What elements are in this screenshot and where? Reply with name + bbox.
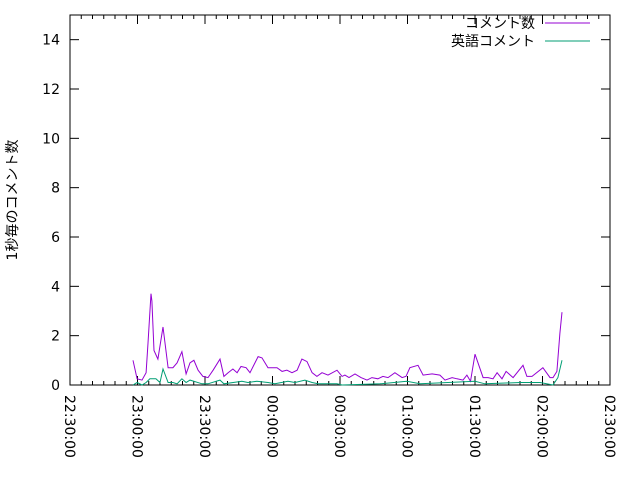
y-tick-label: 14	[42, 33, 60, 49]
y-tick-label: 0	[51, 378, 60, 394]
x-tick-label: 23:00:00	[129, 395, 145, 458]
series-line-2	[132, 360, 563, 386]
x-tick-label: 02:30:00	[601, 395, 617, 458]
plot-border	[69, 14, 611, 386]
x-tick-label: 02:00:00	[534, 395, 550, 458]
y-tick-label: 4	[51, 279, 60, 295]
x-tick-label: 22:30:00	[61, 395, 77, 458]
x-tick-label: 01:00:00	[399, 395, 415, 458]
y-tick-label: 6	[51, 230, 60, 246]
y-tick-label: 2	[51, 329, 60, 345]
y-tick-label: 12	[42, 82, 60, 98]
x-tick-label: 00:00:00	[264, 395, 280, 458]
series-line-1	[132, 293, 563, 383]
series-group	[132, 293, 563, 386]
x-tick-label: 00:30:00	[331, 395, 347, 458]
axes: 0 2 4 6 8 10 12 14 22:30:00 23:00:00 23:30:00 00:00…	[42, 14, 617, 458]
legend-label: 英語コメント	[451, 33, 535, 50]
x-tick-label: 01:30:00	[466, 395, 482, 458]
y-tick-label: 10	[42, 131, 60, 147]
y-axis-label: 1秒毎のコメント数	[5, 140, 21, 261]
legend-label: コメント数	[465, 16, 535, 32]
x-tick-label: 23:30:00	[196, 395, 212, 458]
y-tick-label: 8	[51, 181, 60, 197]
